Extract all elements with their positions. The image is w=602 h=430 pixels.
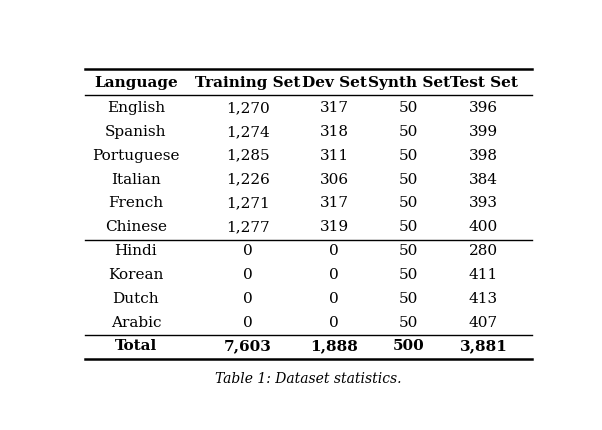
Text: 317: 317 bbox=[320, 101, 349, 115]
Text: 50: 50 bbox=[399, 197, 418, 210]
Text: 1,888: 1,888 bbox=[310, 339, 358, 353]
Text: 0: 0 bbox=[329, 292, 339, 306]
Text: 7,603: 7,603 bbox=[224, 339, 272, 353]
Text: 0: 0 bbox=[329, 316, 339, 330]
Text: 399: 399 bbox=[469, 125, 498, 139]
Text: Dev Set: Dev Set bbox=[302, 76, 367, 90]
Text: 1,274: 1,274 bbox=[226, 125, 270, 139]
Text: 398: 398 bbox=[469, 149, 498, 163]
Text: 50: 50 bbox=[399, 149, 418, 163]
Text: English: English bbox=[107, 101, 165, 115]
Text: 50: 50 bbox=[399, 244, 418, 258]
Text: French: French bbox=[108, 197, 164, 210]
Text: 400: 400 bbox=[469, 220, 498, 234]
Text: 50: 50 bbox=[399, 172, 418, 187]
Text: 413: 413 bbox=[469, 292, 498, 306]
Text: 384: 384 bbox=[469, 172, 498, 187]
Text: 500: 500 bbox=[393, 339, 424, 353]
Text: 1,277: 1,277 bbox=[226, 220, 270, 234]
Text: 0: 0 bbox=[243, 316, 253, 330]
Text: 50: 50 bbox=[399, 220, 418, 234]
Text: 407: 407 bbox=[469, 316, 498, 330]
Text: Arabic: Arabic bbox=[111, 316, 161, 330]
Text: 318: 318 bbox=[320, 125, 349, 139]
Text: 0: 0 bbox=[243, 268, 253, 282]
Text: 317: 317 bbox=[320, 197, 349, 210]
Text: Test Set: Test Set bbox=[450, 76, 517, 90]
Text: 0: 0 bbox=[243, 244, 253, 258]
Text: 0: 0 bbox=[329, 268, 339, 282]
Text: 280: 280 bbox=[469, 244, 498, 258]
Text: 311: 311 bbox=[320, 149, 349, 163]
Text: Portuguese: Portuguese bbox=[92, 149, 179, 163]
Text: Spanish: Spanish bbox=[105, 125, 167, 139]
Text: 50: 50 bbox=[399, 101, 418, 115]
Text: 1,226: 1,226 bbox=[226, 172, 270, 187]
Text: Hindi: Hindi bbox=[114, 244, 157, 258]
Text: 396: 396 bbox=[469, 101, 498, 115]
Text: 50: 50 bbox=[399, 125, 418, 139]
Text: 1,285: 1,285 bbox=[226, 149, 270, 163]
Text: 393: 393 bbox=[469, 197, 498, 210]
Text: 306: 306 bbox=[320, 172, 349, 187]
Text: Total: Total bbox=[115, 339, 157, 353]
Text: Chinese: Chinese bbox=[105, 220, 167, 234]
Text: Table 1: Dataset statistics.: Table 1: Dataset statistics. bbox=[216, 372, 402, 386]
Text: Korean: Korean bbox=[108, 268, 164, 282]
Text: Synth Set: Synth Set bbox=[368, 76, 450, 90]
Text: 0: 0 bbox=[329, 244, 339, 258]
Text: Italian: Italian bbox=[111, 172, 161, 187]
Text: Dutch: Dutch bbox=[113, 292, 159, 306]
Text: Training Set: Training Set bbox=[195, 76, 300, 90]
Text: 50: 50 bbox=[399, 316, 418, 330]
Text: 0: 0 bbox=[243, 292, 253, 306]
Text: 1,270: 1,270 bbox=[226, 101, 270, 115]
Text: 1,271: 1,271 bbox=[226, 197, 270, 210]
Text: 50: 50 bbox=[399, 292, 418, 306]
Text: 50: 50 bbox=[399, 268, 418, 282]
Text: 3,881: 3,881 bbox=[459, 339, 507, 353]
Text: 411: 411 bbox=[469, 268, 498, 282]
Text: 319: 319 bbox=[320, 220, 349, 234]
Text: Language: Language bbox=[94, 76, 178, 90]
